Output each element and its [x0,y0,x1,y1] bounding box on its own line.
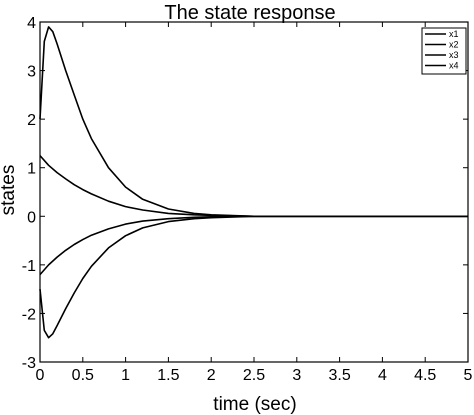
legend-box [421,27,467,75]
legend-label-x4: x4 [449,61,459,71]
series-line-x2 [39,155,468,218]
x-tick-label: 0.5 [72,367,94,384]
series-line-x4 [39,215,468,339]
x-axis-title: time (sec) [213,394,296,415]
y-tick-label: 4 [27,15,36,32]
series-line-x3 [39,215,468,276]
x-tick-label: 4 [378,367,387,384]
y-axis-title: states [0,165,19,216]
x-tick-label: 2.5 [243,367,265,384]
x-tick-label: 1.5 [157,367,179,384]
x-tick-label: 3.5 [328,367,350,384]
y-tick-label: -1 [22,258,36,275]
legend-label-x3: x3 [449,50,459,60]
legend-label-x1: x1 [449,29,459,39]
y-tick-label: -3 [22,355,36,372]
y-tick-label: -2 [22,306,36,323]
x-tick-label: 3 [292,367,301,384]
x-tick-label: 5 [464,367,473,384]
x-tick-label: 4.5 [414,367,436,384]
y-tick-label: 3 [27,64,36,81]
y-tick-label: 1 [27,161,36,178]
x-tick-label: 0 [36,367,45,384]
plot-frame [39,21,469,363]
series-line-x1 [39,26,468,218]
x-tick-label: 2 [207,367,216,384]
legend-label-x2: x2 [449,40,459,50]
chart-title: The state response [164,2,335,24]
x-tick-label: 1 [121,367,130,384]
y-tick-label: 0 [27,209,36,226]
y-tick-label: 2 [27,112,36,129]
